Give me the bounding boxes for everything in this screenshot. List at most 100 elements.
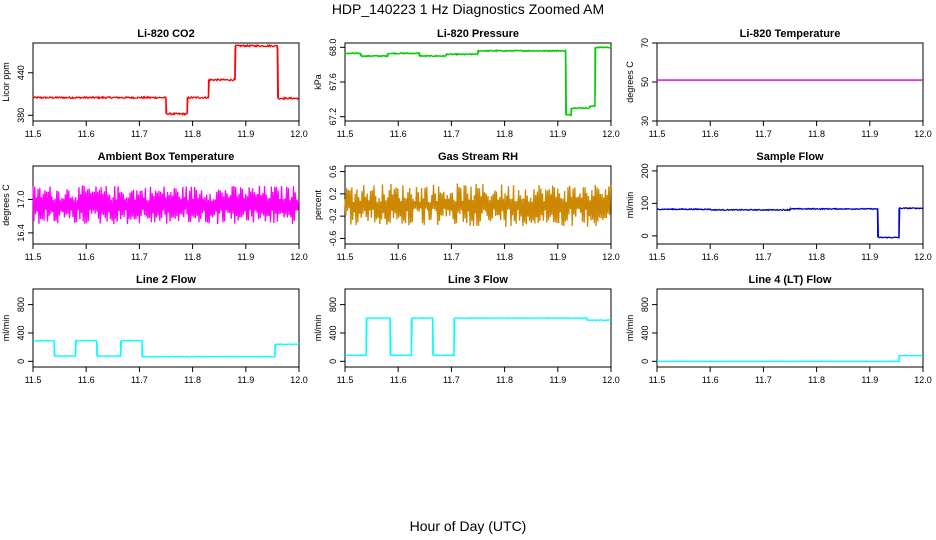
data-point [525,222,528,225]
x-tick-label: 11.6 [390,252,407,262]
data-point [606,46,608,48]
data-point [597,219,599,222]
data-point [471,199,474,202]
data-point [572,107,574,110]
data-point [464,217,466,219]
data-point [555,49,557,52]
y-tick-label: -0.2 [328,208,338,224]
panel-2: Li-820 Pressure kPa 11.5 11.6 11.7 11.8 11.9 12… [313,28,620,139]
x-tick-label: 11.6 [702,129,719,139]
data-point [397,216,400,218]
x-tick-label: 11.8 [184,375,201,385]
data-point [585,106,588,109]
data-point [383,55,386,57]
data-point [482,184,484,186]
data-point [546,221,548,223]
data-point [382,211,385,214]
data-point [409,52,412,55]
x-tick-label: 11.9 [861,252,878,262]
data-point [604,46,606,48]
data-point [533,189,535,191]
x-tick-label: 11.5 [25,129,42,139]
data-point [380,55,382,57]
data-point [589,105,591,107]
x-tick-label: 11.9 [237,252,254,262]
data-point [456,53,458,55]
data-point [576,107,578,110]
data-point [549,50,551,52]
x-tick-label: 11.6 [390,375,407,385]
data-point [395,187,397,189]
data-point [497,199,499,201]
data-point [553,187,556,189]
panel-title: Line 3 Flow [448,274,508,286]
x-tick-label: 12.0 [602,129,620,139]
data-point [357,220,359,223]
x-tick-label: 11.8 [496,252,513,262]
data-point [460,53,462,56]
data-point [514,49,517,52]
data-point [515,222,517,224]
data-point [501,50,503,52]
data-point [423,223,425,225]
y-axis-label: degrees C [625,61,635,103]
y-tick-label: 68.0 [328,39,338,57]
y-axis-label: kPa [313,74,323,90]
series-line [32,339,300,358]
data-point [386,55,389,58]
data-point [584,187,586,189]
data-point [541,50,544,52]
data-point [528,49,530,52]
x-tick-label: 11.7 [131,375,148,385]
panel-7: Line 2 Flow ml/min 11.5 11.6 11.7 11.8 11.9 12.… [1,274,308,385]
y-tick-label: -0.6 [328,231,338,247]
data-point [524,50,526,52]
data-point [578,107,580,109]
data-point [349,190,351,192]
data-point [551,49,553,52]
data-point [370,55,372,57]
data-point [495,49,498,52]
data-point [530,50,532,52]
data-point [563,191,566,193]
y-tick-label: 0 [640,359,650,364]
data-point [380,201,382,203]
data-point [350,52,352,55]
x-tick-label: 11.5 [25,252,42,262]
data-point [566,218,568,221]
data-point [390,52,393,55]
data-point [484,50,486,52]
data-point [378,55,380,58]
data-point [530,221,533,223]
data-point [432,55,434,58]
data-point [545,50,548,52]
data-point [459,212,461,214]
data-point [377,216,379,218]
x-tick-label: 11.7 [755,375,772,385]
data-point [551,213,553,215]
x-tick-label: 11.9 [237,375,254,385]
data-point [477,188,479,190]
plot-frame [344,288,612,368]
data-point [484,210,487,212]
data-point [564,49,567,52]
series-line [656,354,924,363]
x-tick-label: 11.6 [702,252,719,262]
data-point [570,114,572,116]
data-point [553,49,555,52]
data-point [433,207,436,210]
x-tick-label: 11.7 [131,129,148,139]
data-point [594,184,596,187]
panel-title: Li-820 CO2 [137,28,194,40]
data-point [505,225,507,227]
x-tick-label: 12.0 [914,129,932,139]
panel-title: Line 2 Flow [136,274,196,286]
data-point [454,53,456,55]
data-point [516,49,519,52]
x-tick-label: 11.5 [337,375,354,385]
data-point [581,220,584,222]
y-tick-label: 200 [640,163,650,178]
data-point [522,50,525,53]
data-point [438,219,441,221]
x-tick-label: 11.9 [549,129,566,139]
